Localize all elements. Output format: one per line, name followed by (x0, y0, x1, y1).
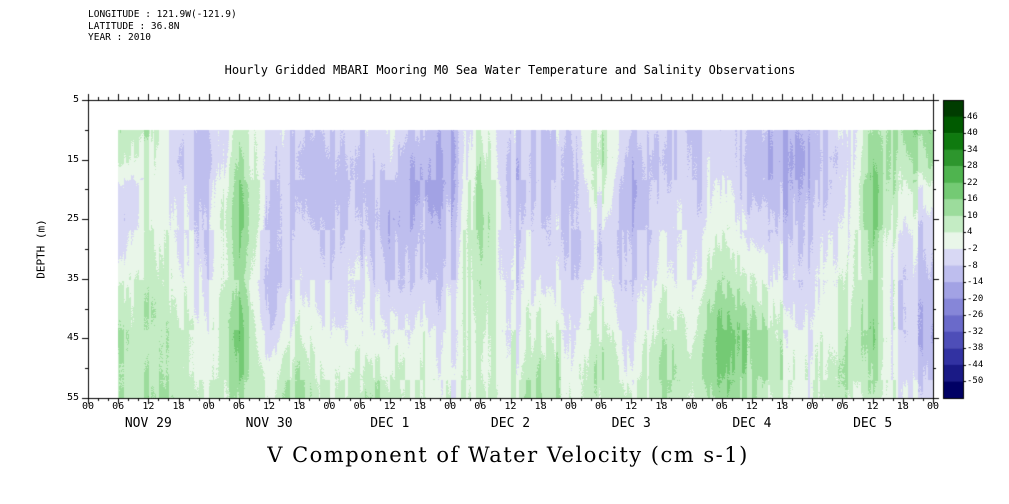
colorbar-label: -38 (967, 343, 984, 354)
x-tick-label: 12 (142, 401, 155, 412)
x-tick-label: 06 (112, 401, 125, 412)
x-tick-label: 00 (323, 401, 336, 412)
date-label: DEC 5 (853, 416, 893, 431)
colorbar-label: 10 (967, 210, 978, 221)
colorbar-label: 34 (967, 144, 978, 155)
x-tick-label: 00 (926, 401, 940, 412)
date-label: NOV 29 (124, 416, 172, 431)
x-tick-label: 18 (896, 401, 909, 412)
x-tick-label: 06 (836, 401, 849, 412)
colorbar-label: -50 (967, 376, 984, 387)
colorbar-label: -26 (967, 310, 984, 321)
x-tick-label: 18 (293, 401, 306, 412)
x-tick-label: 12 (866, 401, 879, 412)
colorbar-label: 28 (967, 161, 978, 172)
colorbar-label: 16 (967, 194, 978, 205)
x-tick-label: 00 (806, 401, 819, 412)
x-tick-label: 06 (715, 401, 728, 412)
x-tick-label: 18 (655, 401, 668, 412)
x-tick-label: 06 (353, 401, 366, 412)
y-tick-label: 35 (66, 272, 79, 284)
x-tick-label: 06 (474, 401, 487, 412)
latitude-label: LATITUDE : 36.8N (88, 20, 180, 32)
y-axis-label: DEPTH (m) (34, 219, 48, 279)
y-tick-label: 55 (66, 392, 79, 403)
x-tick-label: 00 (564, 401, 577, 412)
date-label: DEC 2 (490, 416, 531, 431)
longitude-label: LONGITUDE : 121.9W(-121.9) (88, 9, 237, 20)
x-tick-label: 18 (776, 401, 789, 412)
date-label: NOV 30 (245, 416, 293, 431)
x-tick-label: 00 (685, 401, 698, 412)
colorbar-label: 4 (967, 227, 973, 238)
colorbar-label: -32 (967, 326, 984, 337)
colorbar-label: 40 (967, 128, 978, 139)
y-tick-label: 45 (66, 332, 79, 344)
colorbar-label: -44 (967, 359, 984, 370)
x-tick-label: 12 (383, 401, 396, 412)
x-tick-label: 18 (413, 401, 426, 412)
year-label: YEAR : 2010 (88, 32, 151, 43)
colorbar-label: -20 (967, 293, 984, 304)
x-tick-label: 00 (202, 401, 215, 412)
x-tick-label: 18 (172, 401, 185, 412)
x-tick-label: 12 (745, 401, 758, 412)
header-info: LONGITUDE : 121.9W(-121.9) LATITUDE : 36… (88, 9, 237, 44)
x-tick-label: 12 (504, 401, 517, 412)
y-tick-label: 5 (72, 94, 79, 105)
x-tick-label: 06 (595, 401, 608, 412)
x-tick-label: 12 (625, 401, 638, 412)
date-label: DEC 4 (732, 416, 772, 431)
x-tick-label: 00 (81, 401, 95, 412)
y-tick-label: 15 (66, 153, 79, 165)
date-label: DEC 1 (370, 416, 410, 431)
y-tick-label: 25 (66, 213, 79, 225)
x-tick-label: 00 (444, 401, 457, 412)
x-tick-label: 06 (232, 401, 245, 412)
x-tick-label: 18 (534, 401, 547, 412)
x-tick-label: 12 (263, 401, 276, 412)
colorbar-label: -2 (967, 244, 978, 254)
colorbar-label: 46 (967, 111, 978, 122)
colorbar-label: -14 (967, 277, 984, 288)
x-axis-title: V Component of Water Velocity (cm s-1) (267, 443, 749, 467)
colorbar-label: -8 (967, 260, 978, 271)
date-label: DEC 3 (611, 416, 651, 431)
colorbar-label: 22 (967, 177, 978, 188)
chart-title: Hourly Gridded MBARI Mooring M0 Sea Wate… (224, 63, 796, 77)
